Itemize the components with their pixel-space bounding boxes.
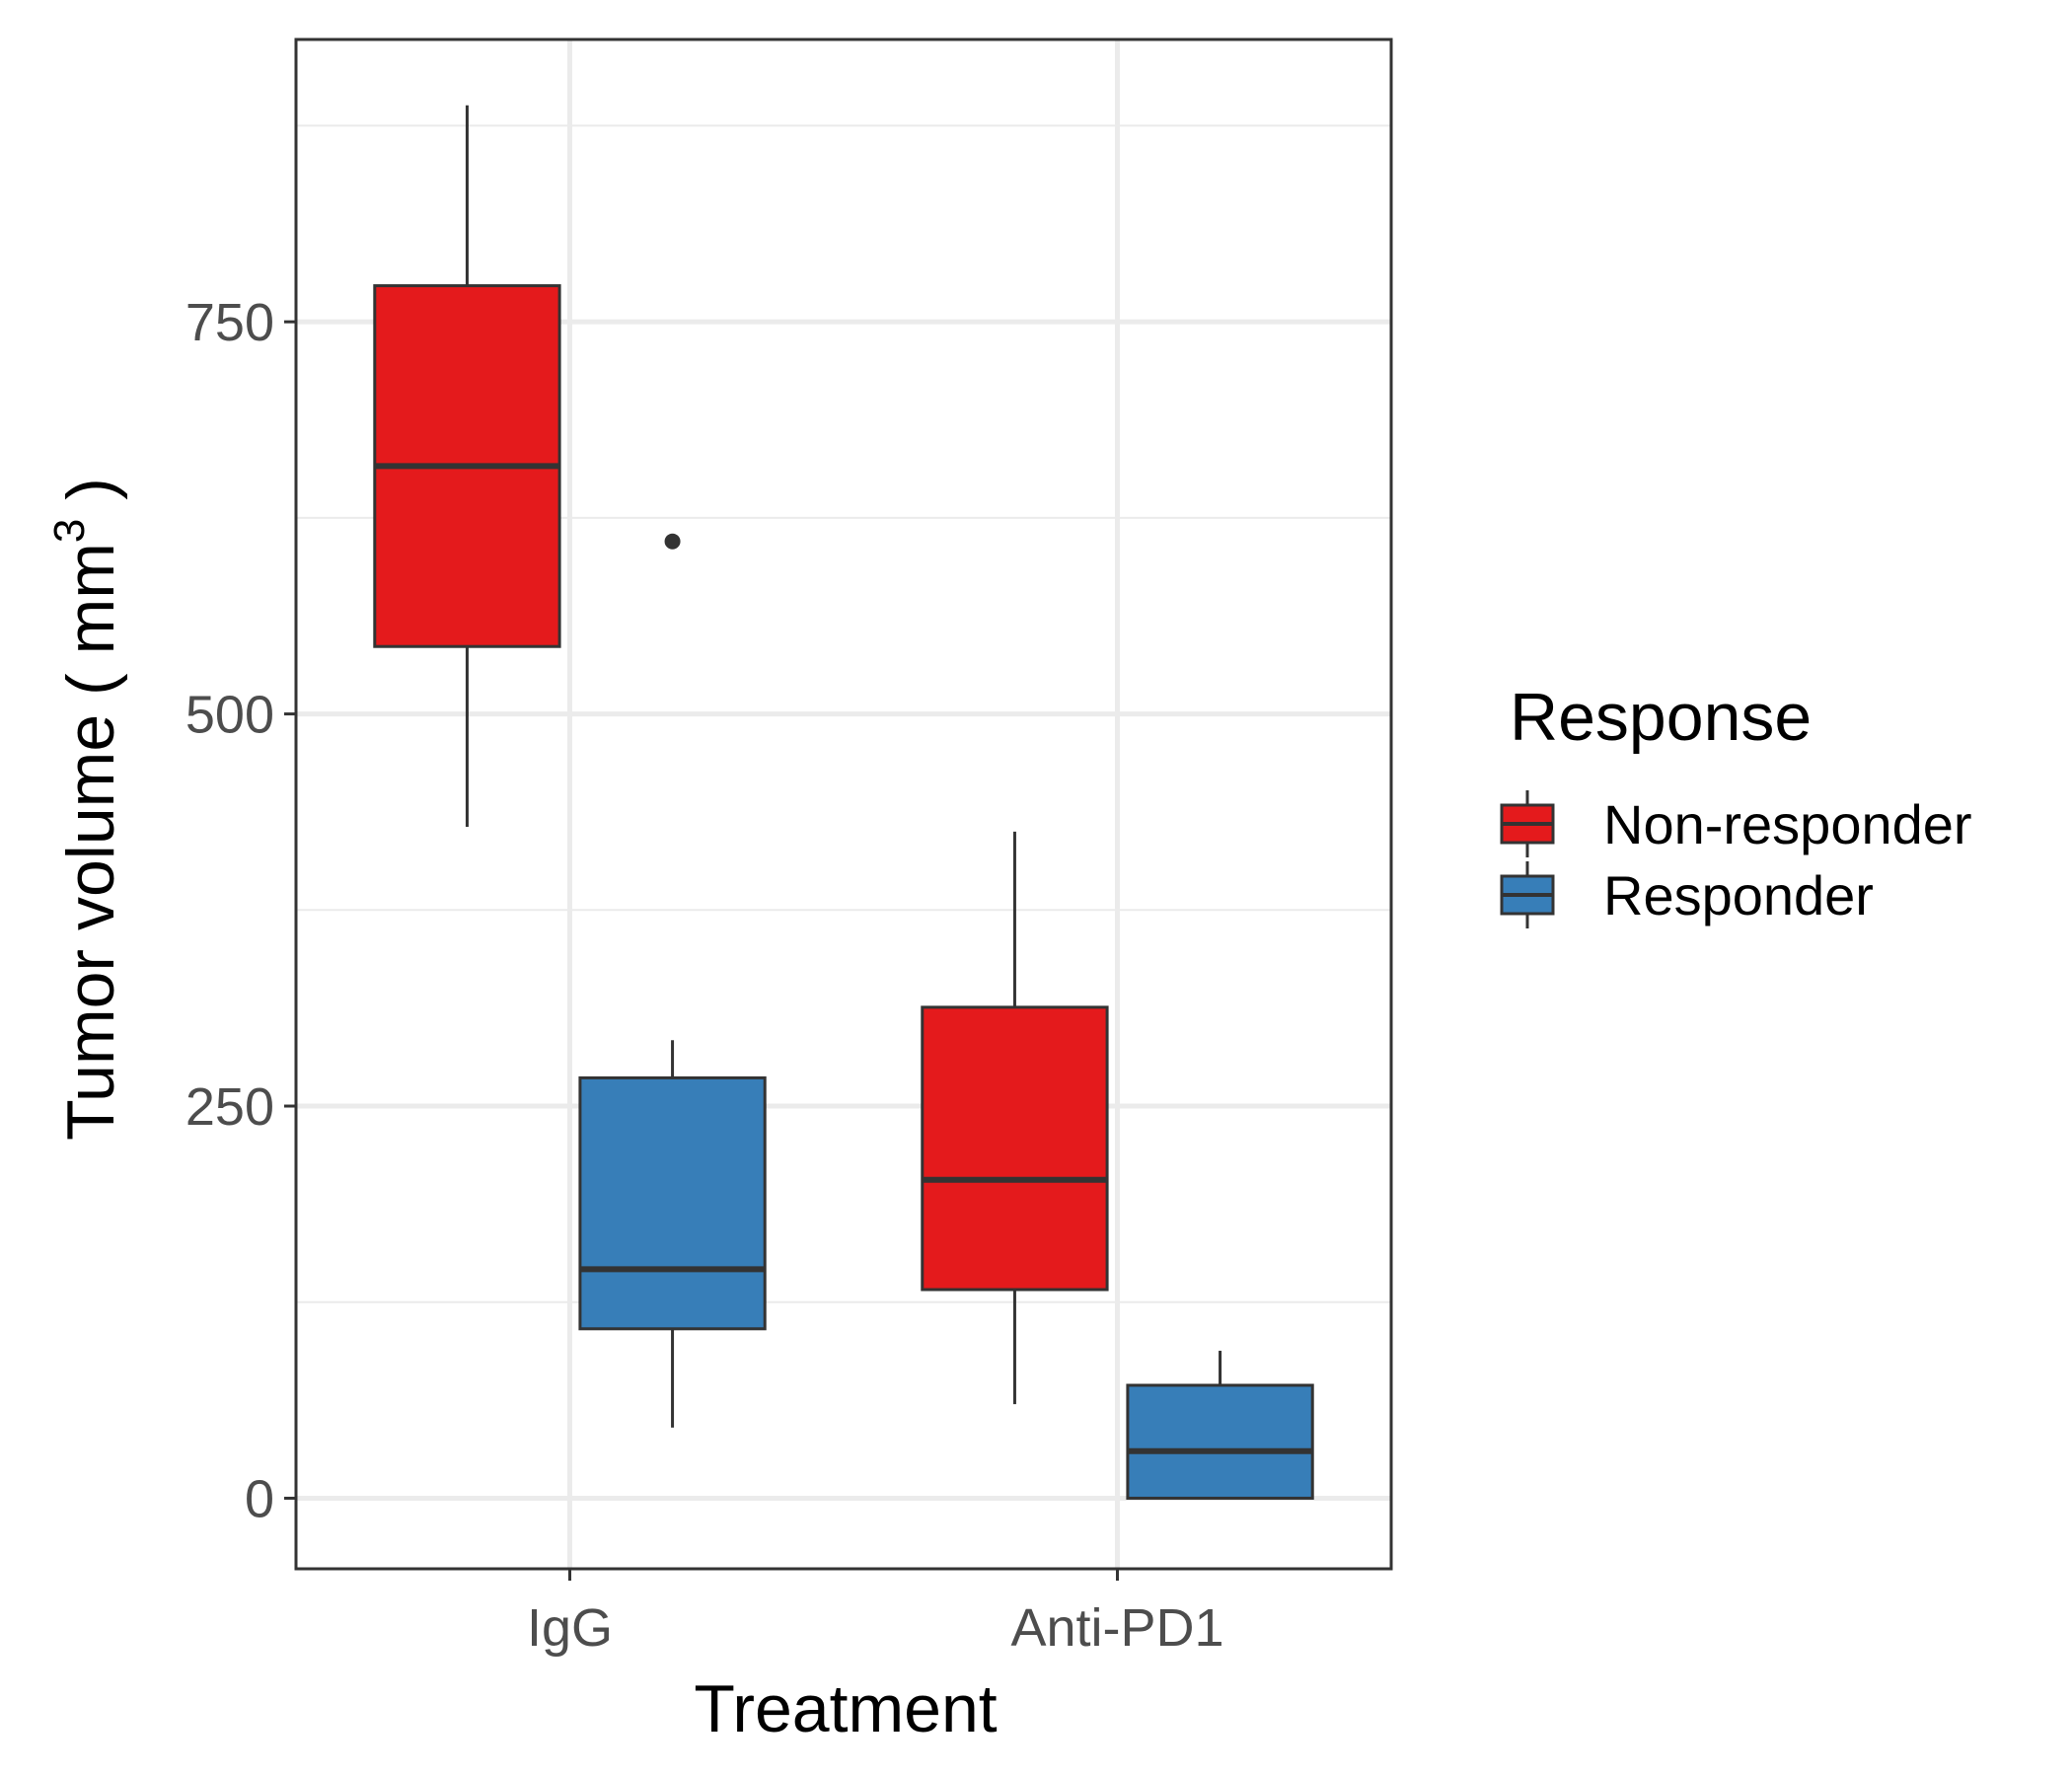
box-body xyxy=(1126,1383,1314,1500)
box-non-responder-igg xyxy=(373,105,561,828)
grid-lines xyxy=(296,39,1391,1569)
legend-entry: Non-responder xyxy=(1500,790,1972,857)
plot-panel-border xyxy=(294,37,1393,1571)
outlier-point xyxy=(664,533,681,550)
x-tick-label: IgG xyxy=(527,1598,613,1658)
legend-label: Responder xyxy=(1603,864,1874,926)
y-tick-label: 750 xyxy=(185,293,274,352)
y-axis-title-close: ) xyxy=(53,478,128,519)
y-axis-title-main: Tumor volume ( mm xyxy=(53,543,128,1141)
box-non-responder-anti-pd1 xyxy=(921,831,1109,1405)
legend: Response Non-responder Responder xyxy=(1500,680,1972,928)
box-body xyxy=(578,1075,767,1331)
box-responder-anti-pd1 xyxy=(1126,1351,1314,1500)
y-tick-label: 0 xyxy=(245,1469,274,1528)
y-tick-label: 500 xyxy=(185,686,274,745)
y-axis-title: Tumor volume ( mm3 ) xyxy=(45,478,128,1141)
y-axis-title-superscript: 3 xyxy=(45,519,94,543)
box-responder-igg xyxy=(578,533,767,1428)
axes: 0 250 500 750 IgG Anti-PD1 xyxy=(185,293,1224,1658)
legend-label: Non-responder xyxy=(1603,793,1972,855)
box-body xyxy=(921,1005,1109,1292)
legend-entry: Responder xyxy=(1500,861,1874,928)
legend-entries: Non-responder Responder xyxy=(1500,790,1972,928)
plot-marks xyxy=(373,105,1314,1500)
x-axis-title: Treatment xyxy=(694,1671,997,1746)
legend-title: Response xyxy=(1510,680,1812,755)
y-tick-label: 250 xyxy=(185,1077,274,1137)
x-tick-label: Anti-PD1 xyxy=(1010,1598,1223,1658)
